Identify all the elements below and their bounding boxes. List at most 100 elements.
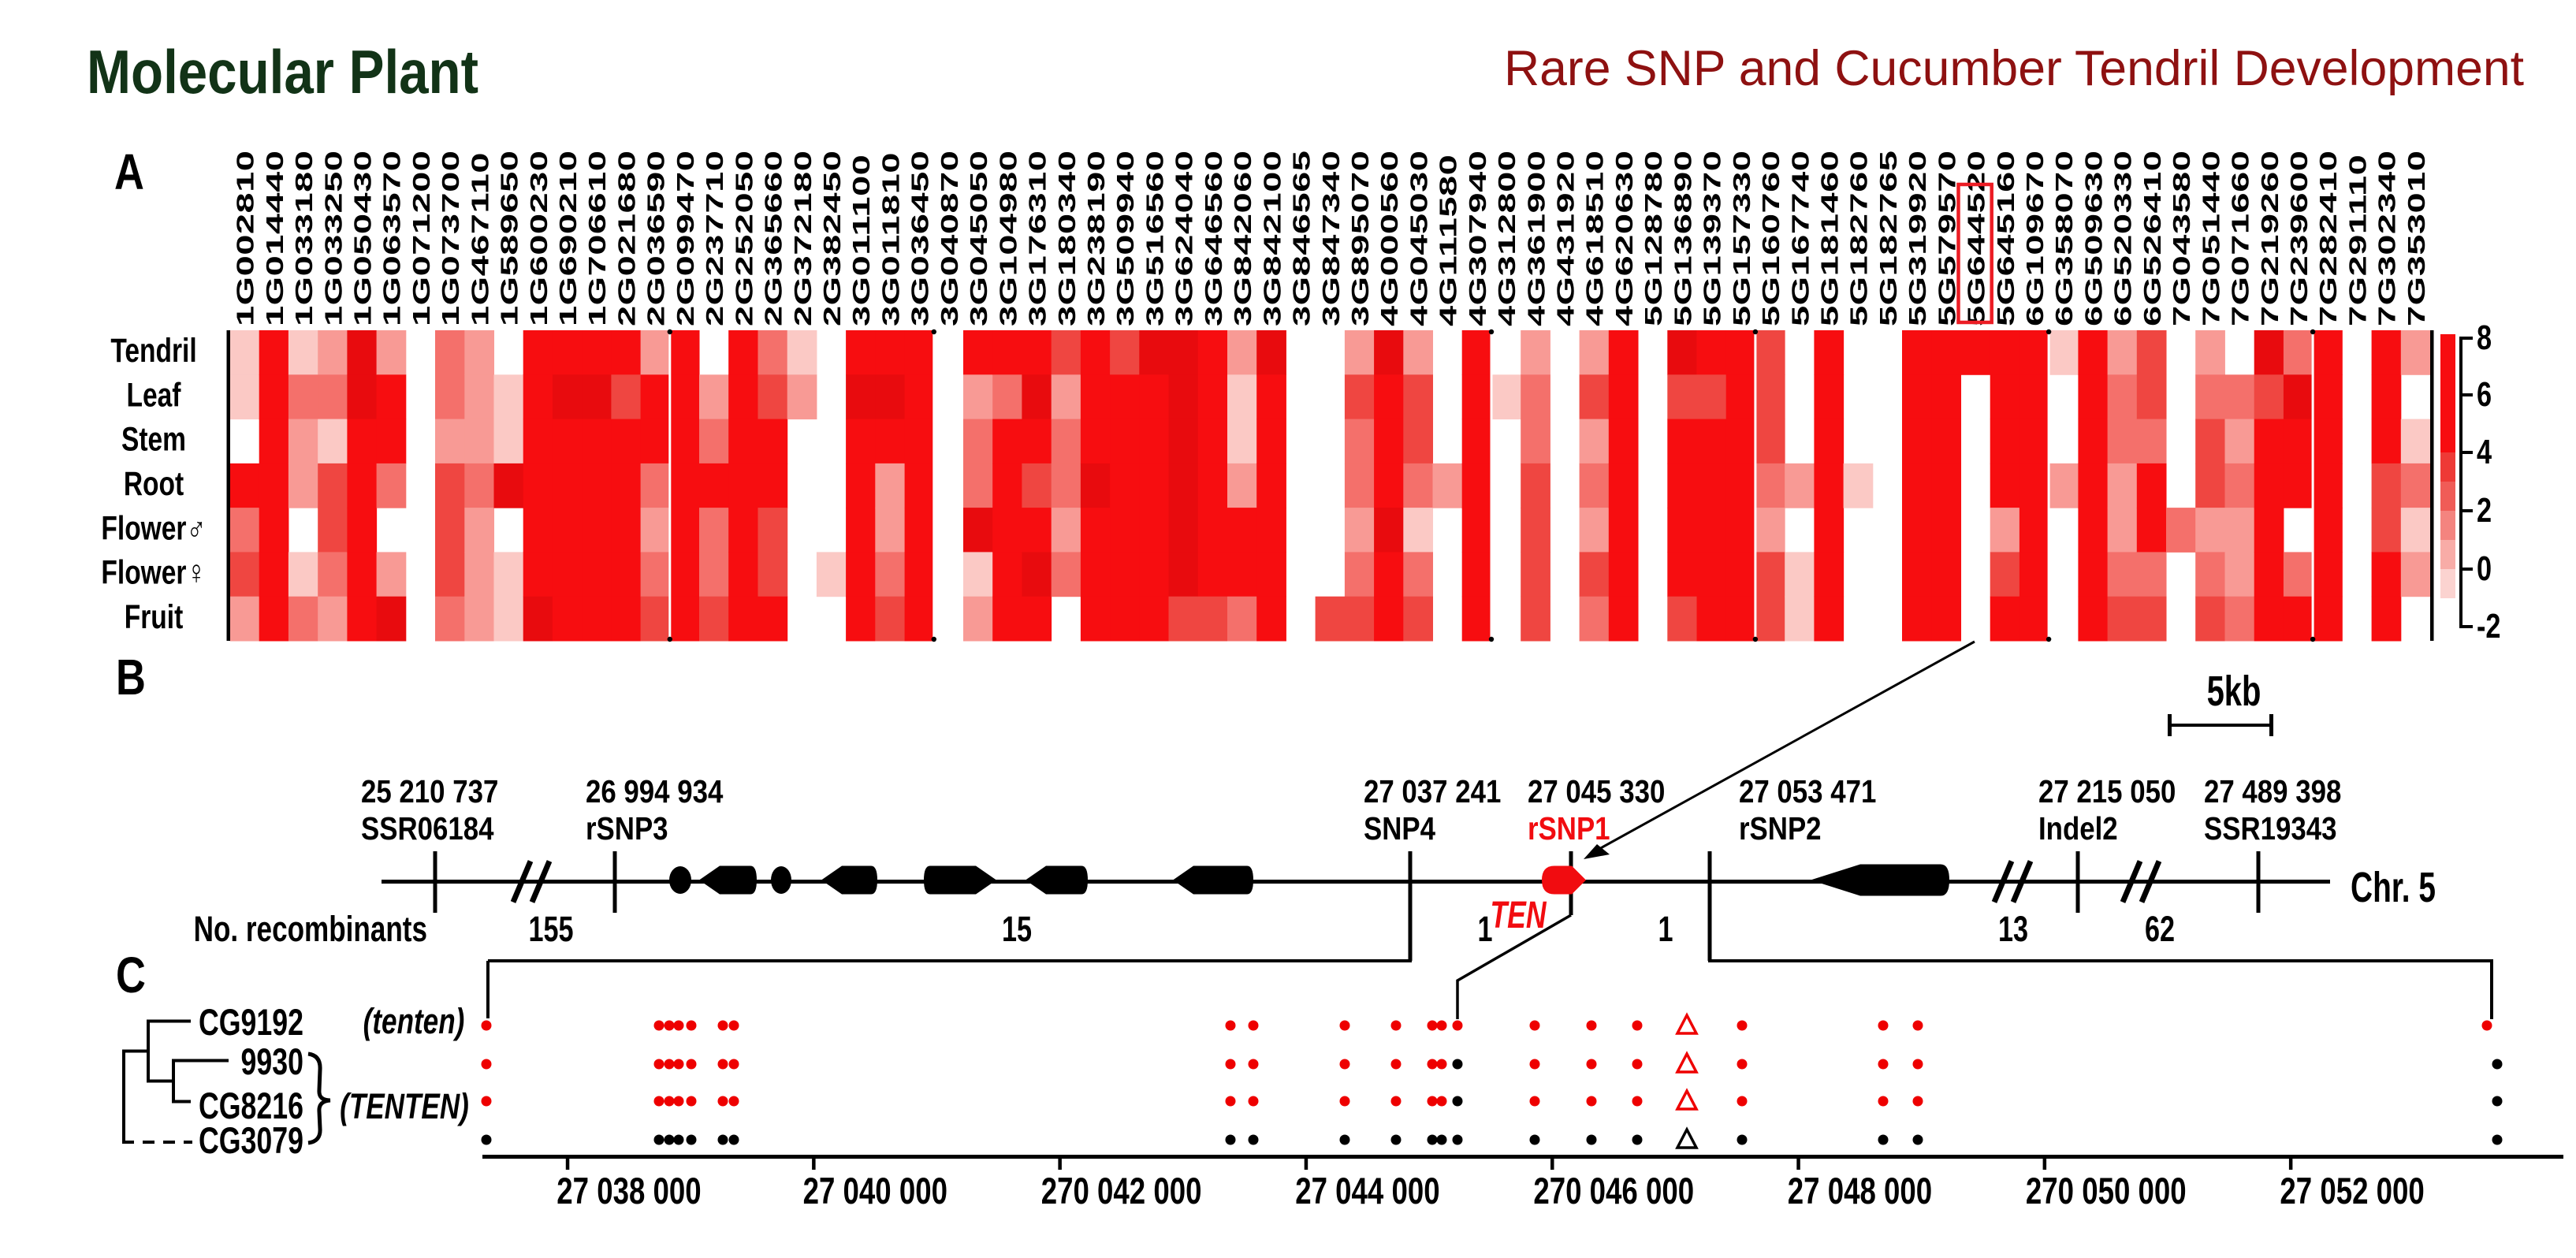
svg-text:3G180340: 3G180340 <box>1054 151 1081 326</box>
svg-text:3G036450: 3G036450 <box>906 151 933 326</box>
svg-text:2: 2 <box>2477 491 2492 530</box>
svg-text:7G219260: 7G219260 <box>2257 151 2284 326</box>
svg-text:270 042 000: 270 042 000 <box>1041 1171 1202 1211</box>
svg-text:27 044 000: 27 044 000 <box>1295 1171 1439 1211</box>
svg-text:27 053 471: 27 053 471 <box>1739 774 1876 810</box>
svg-text:(tenten): (tenten) <box>363 1001 465 1041</box>
svg-text:7G282410: 7G282410 <box>2315 151 2342 326</box>
svg-text:No. recombinants: No. recombinants <box>194 909 427 949</box>
svg-text:6G520330: 6G520330 <box>2109 151 2136 326</box>
svg-text:SSR19343: SSR19343 <box>2204 811 2336 847</box>
svg-text:3G011810: 3G011810 <box>877 152 904 326</box>
svg-text:27 489 398: 27 489 398 <box>2204 774 2341 810</box>
svg-text:1G071200: 1G071200 <box>408 151 435 326</box>
svg-text:SSR06184: SSR06184 <box>361 811 493 847</box>
svg-text:6: 6 <box>2477 375 2492 414</box>
svg-text:3G040870: 3G040870 <box>936 151 963 326</box>
svg-text:4G618510: 4G618510 <box>1581 151 1608 326</box>
svg-text:2G036590: 2G036590 <box>642 151 669 326</box>
svg-text:2G099470: 2G099470 <box>672 151 699 326</box>
svg-text:6G526410: 6G526410 <box>2139 151 2166 326</box>
svg-text:1G706610: 1G706610 <box>584 151 611 326</box>
svg-text:4G045030: 4G045030 <box>1405 151 1432 326</box>
svg-text:4G307940: 4G307940 <box>1465 151 1491 326</box>
svg-text:3G842060: 3G842060 <box>1230 151 1256 326</box>
svg-text:155: 155 <box>528 910 573 950</box>
svg-text:Tendril: Tendril <box>110 332 196 370</box>
svg-text:Root: Root <box>124 465 184 503</box>
svg-text:(TENTEN): (TENTEN) <box>340 1086 469 1126</box>
svg-text:27 052 000: 27 052 000 <box>2280 1171 2424 1211</box>
svg-text:CG9192: CG9192 <box>199 1001 303 1043</box>
svg-text:7G239600: 7G239600 <box>2286 151 2313 326</box>
svg-text:Flower♂: Flower♂ <box>101 509 206 547</box>
svg-text:7G302340: 7G302340 <box>2373 151 2400 326</box>
svg-text:2G021680: 2G021680 <box>613 151 640 326</box>
svg-text:3G238190: 3G238190 <box>1083 151 1110 326</box>
svg-text:7G353010: 7G353010 <box>2403 151 2430 326</box>
svg-text:1G014440: 1G014440 <box>262 151 288 326</box>
svg-text:27 037 241: 27 037 241 <box>1364 774 1501 810</box>
svg-text:-2: -2 <box>2477 607 2501 646</box>
svg-text:4G000560: 4G000560 <box>1376 151 1403 326</box>
svg-text:270 050 000: 270 050 000 <box>2026 1171 2187 1211</box>
svg-text:3G509940: 3G509940 <box>1112 151 1139 326</box>
svg-text:2G372180: 2G372180 <box>790 151 817 326</box>
svg-text:1: 1 <box>1658 910 1673 950</box>
svg-text:62: 62 <box>2145 910 2175 950</box>
svg-text:Rare SNP and Cucumber Tendril: Rare SNP and Cucumber Tendril Developmen… <box>1504 41 2524 96</box>
svg-text:Flower♀: Flower♀ <box>101 554 206 592</box>
svg-text:5G182765: 5G182765 <box>1875 151 1902 326</box>
svg-text:Molecular Plant: Molecular Plant <box>87 37 478 106</box>
svg-text:TEN: TEN <box>1490 894 1547 936</box>
svg-text:3G847340: 3G847340 <box>1318 151 1345 326</box>
svg-text:3G624040: 3G624040 <box>1171 151 1197 326</box>
svg-text:Indel2: Indel2 <box>2038 811 2118 847</box>
svg-text:3G104980: 3G104980 <box>995 151 1022 326</box>
svg-text:6G358070: 6G358070 <box>2051 151 2078 326</box>
svg-text:1G467110: 1G467110 <box>467 152 493 326</box>
svg-text:1G589650: 1G589650 <box>496 151 523 326</box>
svg-text:A: A <box>114 144 144 200</box>
svg-text:rSNP3: rSNP3 <box>586 811 668 847</box>
svg-text:3G842100: 3G842100 <box>1259 151 1286 326</box>
svg-text:3G516560: 3G516560 <box>1141 151 1168 326</box>
svg-text:5G645160: 5G645160 <box>1993 151 2019 326</box>
svg-text:4G620630: 4G620630 <box>1611 151 1638 326</box>
svg-text:6G509630: 6G509630 <box>2080 151 2107 326</box>
svg-text:6G109670: 6G109670 <box>2022 151 2049 326</box>
svg-text:4G111580: 4G111580 <box>1435 154 1461 326</box>
svg-text:4: 4 <box>2477 433 2492 471</box>
svg-text:5G167740: 5G167740 <box>1787 151 1814 326</box>
svg-text:27 040 000: 27 040 000 <box>803 1171 947 1211</box>
svg-text:1G002810: 1G002810 <box>232 151 259 326</box>
svg-text:5G160760: 5G160760 <box>1758 151 1785 326</box>
svg-text:C: C <box>116 947 146 1003</box>
svg-text:3G045050: 3G045050 <box>966 151 992 326</box>
svg-text:3G846565: 3G846565 <box>1288 151 1315 326</box>
svg-text:4G361900: 4G361900 <box>1523 151 1550 326</box>
svg-text:rSNP2: rSNP2 <box>1739 811 1822 847</box>
svg-text:27 038 000: 27 038 000 <box>557 1171 701 1211</box>
svg-text:2G237710: 2G237710 <box>702 151 728 326</box>
svg-text:0: 0 <box>2477 549 2492 588</box>
svg-text:3G011100: 3G011100 <box>848 154 875 326</box>
svg-text:5G644520: 5G644520 <box>1963 151 1990 326</box>
svg-text:1G063570: 1G063570 <box>378 151 405 326</box>
svg-text:2G382450: 2G382450 <box>819 151 846 326</box>
svg-text:rSNP1: rSNP1 <box>1528 811 1610 847</box>
svg-text:1G073700: 1G073700 <box>437 151 464 326</box>
svg-text:7G071660: 7G071660 <box>2227 151 2254 326</box>
svg-text:5G139370: 5G139370 <box>1699 151 1725 326</box>
svg-text:8: 8 <box>2477 318 2492 357</box>
svg-text:2G252050: 2G252050 <box>731 151 758 326</box>
svg-text:26 994 934: 26 994 934 <box>586 774 723 810</box>
svg-text:1: 1 <box>1477 910 1492 950</box>
svg-text:5G182760: 5G182760 <box>1845 151 1872 326</box>
svg-text:15: 15 <box>1002 910 1032 950</box>
svg-text:5kb: 5kb <box>2207 668 2261 715</box>
svg-text:1G690210: 1G690210 <box>555 151 582 326</box>
svg-text:CG3079: CG3079 <box>199 1119 303 1161</box>
svg-text:2G365660: 2G365660 <box>760 151 787 326</box>
svg-text:3G646560: 3G646560 <box>1201 151 1227 326</box>
